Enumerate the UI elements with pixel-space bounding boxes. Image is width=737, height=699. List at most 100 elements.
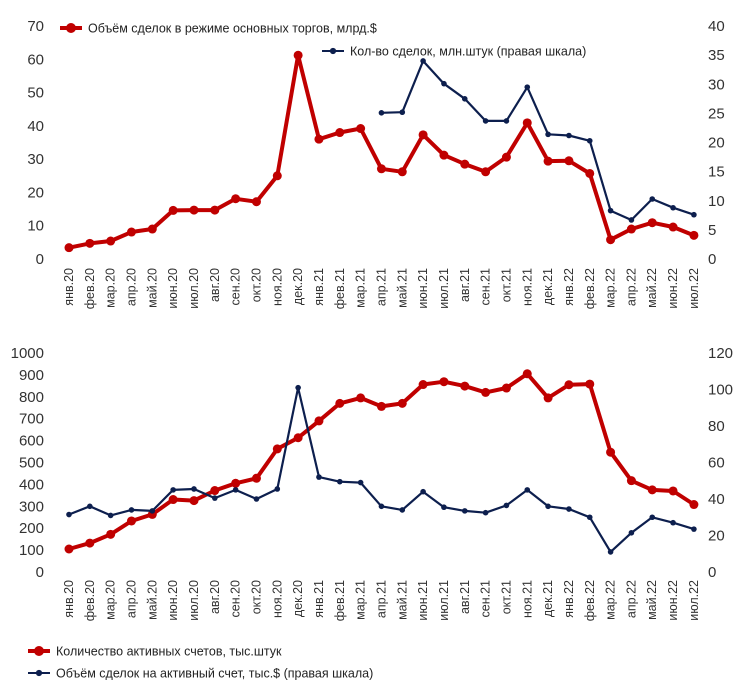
x-axis-tick-label: янв.22 <box>562 268 576 306</box>
data-point <box>524 84 531 90</box>
x-axis-tick-label: май.21 <box>395 268 409 308</box>
right-axis-tick-label: 20 <box>708 528 725 545</box>
right-axis-tick-label: 0 <box>708 251 716 268</box>
data-point <box>251 473 261 483</box>
x-axis-tick-label: июн.20 <box>166 268 180 309</box>
x-axis-tick-label: апр.21 <box>374 268 388 306</box>
x-axis-tick-label: ноя.21 <box>520 268 534 306</box>
x-axis-tick-label: янв.21 <box>312 580 326 618</box>
data-point <box>191 486 197 492</box>
data-point <box>522 118 532 128</box>
data-point <box>212 495 218 501</box>
data-point <box>566 132 572 139</box>
data-point <box>501 152 511 162</box>
left-axis-tick-label: 100 <box>19 542 44 559</box>
data-point <box>106 529 116 539</box>
data-point <box>564 156 574 166</box>
x-axis-tick-label: мар.21 <box>354 580 368 620</box>
x-axis-tick-label: мар.20 <box>104 268 118 308</box>
legend-marker <box>34 646 44 656</box>
x-axis-tick-label: апр.20 <box>124 268 138 306</box>
data-point <box>168 205 178 215</box>
left-axis-tick-label: 70 <box>27 18 44 35</box>
data-point <box>376 164 386 174</box>
x-axis-tick-label: июл.20 <box>187 268 201 309</box>
x-axis-tick-label: авг.20 <box>208 268 222 302</box>
data-point <box>397 398 407 408</box>
right-axis-tick-label: 60 <box>708 455 725 472</box>
data-point <box>482 118 489 124</box>
data-point <box>482 509 489 516</box>
x-axis-tick-label: июн.21 <box>416 580 430 621</box>
left-axis-tick-label: 0 <box>36 564 44 581</box>
data-point <box>628 529 635 536</box>
data-point <box>87 503 93 510</box>
x-axis-tick-label: июл.21 <box>437 580 451 621</box>
x-axis-tick-label: янв.20 <box>62 580 76 618</box>
data-point <box>126 516 136 526</box>
x-axis-tick-label: май.22 <box>645 580 659 620</box>
x-axis-tick-label: июн.21 <box>416 268 430 309</box>
legend-marker <box>329 47 337 55</box>
data-point <box>668 222 678 232</box>
data-point <box>649 196 656 202</box>
data-point <box>149 508 156 514</box>
data-point <box>293 50 303 60</box>
x-axis-tick-label: сен.21 <box>479 268 493 306</box>
data-point <box>566 506 572 512</box>
data-point <box>272 444 282 454</box>
x-axis-tick-label: янв.20 <box>62 268 76 306</box>
data-point <box>689 230 699 240</box>
data-point <box>586 514 593 521</box>
data-point <box>399 109 406 116</box>
right-axis-tick-label: 30 <box>708 76 725 93</box>
right-axis-tick-label: 40 <box>708 491 725 508</box>
data-point <box>626 224 636 234</box>
data-point <box>399 507 406 513</box>
data-point <box>357 479 364 486</box>
data-point <box>316 474 322 480</box>
data-point <box>356 393 366 403</box>
legend-label: Кол-во сделок, млн.штук (правая шкала) <box>350 45 586 59</box>
data-point <box>585 379 595 389</box>
data-point <box>691 211 697 218</box>
x-axis-tick-label: дек.21 <box>541 580 555 617</box>
data-point <box>481 387 491 397</box>
right-axis-tick-label: 15 <box>708 164 725 181</box>
data-point <box>670 204 676 211</box>
x-axis-tick-label: фев.20 <box>83 268 97 309</box>
x-axis-tick-label: июн.22 <box>666 268 680 309</box>
legend-label: Объём сделок на активный счет, тыс.$ (пр… <box>56 667 373 681</box>
data-point <box>543 393 553 403</box>
x-axis-tick-label: июн.20 <box>166 580 180 621</box>
data-point <box>628 217 635 223</box>
data-point <box>147 224 157 234</box>
data-point <box>189 496 199 506</box>
x-axis-tick-label: авг.20 <box>208 580 222 614</box>
data-point <box>107 512 114 519</box>
left-axis-tick-label: 50 <box>27 85 44 102</box>
left-axis-tick-label: 600 <box>19 433 44 450</box>
data-point <box>545 131 551 138</box>
left-axis-tick-label: 700 <box>19 411 44 428</box>
data-point <box>335 398 345 408</box>
data-point <box>335 128 345 138</box>
data-point <box>607 549 614 555</box>
data-point <box>522 369 532 379</box>
data-point <box>170 487 176 493</box>
x-axis-tick-label: май.20 <box>145 268 159 308</box>
data-point <box>272 171 282 181</box>
legend-marker <box>35 669 43 677</box>
series-line-1 <box>67 53 696 250</box>
x-axis-tick-label: фев.22 <box>583 580 597 621</box>
x-axis-tick-label: май.20 <box>145 580 159 620</box>
left-axis-tick-label: 60 <box>27 51 44 68</box>
data-point <box>606 447 616 457</box>
x-axis-tick-label: авг.21 <box>458 268 472 302</box>
data-point <box>439 150 449 160</box>
data-point <box>126 227 136 237</box>
left-axis-tick-label: 20 <box>27 184 44 201</box>
chart-2: 0 100 200 300 400 500 600 700 800 900 1000 0 20 40 60 8… <box>11 345 733 681</box>
x-axis-tick-label: июл.20 <box>187 580 201 621</box>
legend-label: Количество активных счетов, тыс.штук <box>56 645 282 659</box>
